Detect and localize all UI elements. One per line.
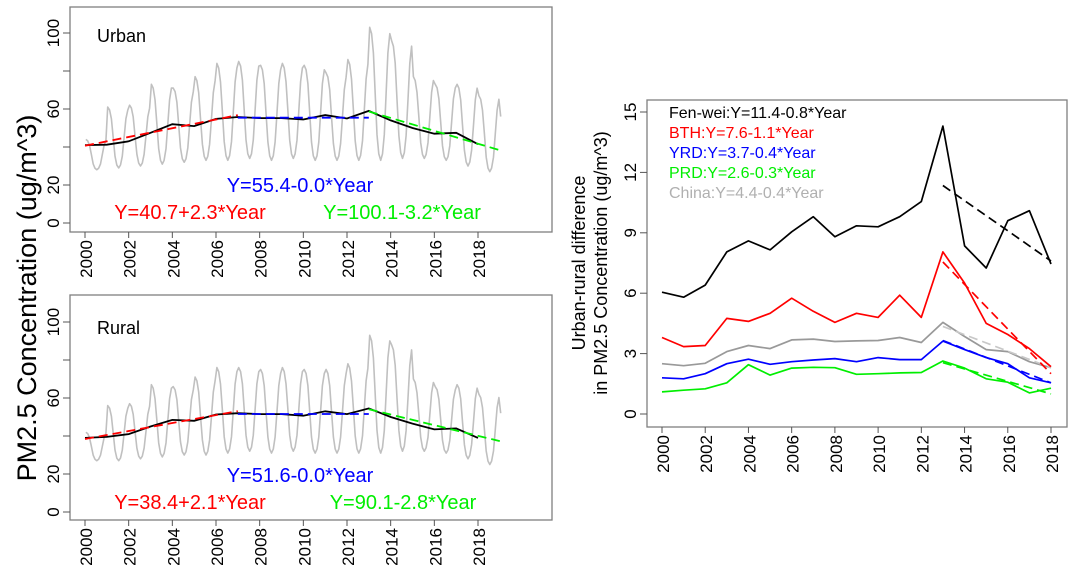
rural-x-axis: 2000 2002 2004 2006 2008 2010 2012 2014 2016 2018: [77, 520, 489, 566]
difference-y-tick-label: 9: [621, 228, 640, 237]
difference-y-tick-label: 0: [621, 409, 640, 418]
urban-trend-label-red: Y=40.7+2.3*Year: [114, 202, 266, 224]
urban-x-tick-label: 2000: [77, 240, 96, 278]
difference-x-tick-label: 2010: [870, 435, 889, 473]
urban-series: [84, 26, 502, 173]
rural-x-tick-label: 2014: [383, 528, 402, 566]
rural-trend-line-green: [368, 408, 501, 442]
trend-line-yrd: [942, 339, 1052, 384]
difference-y-axis: 0 3 6 9 12 15: [621, 103, 647, 419]
urban-x-axis: 2000 2002 2004 2006 2008 2010 2012 2014 2016 2018: [77, 232, 489, 278]
difference-x-tick-label: 2016: [1000, 435, 1019, 473]
urban-y-tick-label: 20: [44, 176, 63, 195]
rural-trend-label-green: Y=90.1-2.8*Year: [330, 492, 477, 514]
rural-panel: 0 20 60 100 2000 2002 2004 2006 2008 2010 2012 201…: [44, 294, 553, 566]
legend-entry-yrd: YRD:Y=3.7-0.4*Year: [669, 145, 816, 162]
rural-y-axis: 0 20 60 100: [44, 308, 70, 517]
rural-y-tick-label: 100: [44, 308, 63, 336]
rural-y-tick-label: 0: [44, 507, 63, 516]
rural-x-tick-label: 2010: [295, 528, 314, 566]
urban-y-tick-label: 0: [44, 218, 63, 227]
difference-y-tick-label: 12: [621, 163, 640, 182]
difference-x-tick-label: 2008: [827, 435, 846, 473]
difference-x-tick-label: 2012: [913, 435, 932, 473]
shared-y-axis-label: PM2.5 Concentration (ug/m^3): [12, 115, 42, 482]
rural-x-tick-label: 2002: [121, 528, 140, 566]
difference-y-tick-label: 15: [621, 103, 640, 122]
rural-x-tick-label: 2004: [164, 528, 183, 566]
urban-monthly-line: [85, 26, 502, 173]
difference-x-tick-label: 2000: [654, 435, 673, 473]
legend-entry-bth: BTH:Y=7.6-1.1*Year: [669, 125, 815, 142]
rural-trend-line-red: [84, 410, 238, 440]
urban-trend-label-green: Y=100.1-3.2*Year: [323, 202, 481, 224]
difference-x-tick-label: 2006: [784, 435, 803, 473]
series-line-china: [661, 321, 1052, 369]
difference-x-tick-label: 2004: [740, 435, 759, 473]
series-line-fen-wei: [661, 125, 1052, 299]
difference-series: [661, 125, 1052, 395]
urban-x-tick-label: 2004: [164, 240, 183, 278]
difference-x-tick-label: 2018: [1043, 435, 1062, 473]
difference-x-axis: 2000 2002 2004 2006 2008 2010 2012 2014 2016 2018: [654, 427, 1062, 473]
rural-x-tick-label: 2008: [252, 528, 271, 566]
difference-y-axis-label-line2: in PM2.5 Concentration (ug/m^3): [591, 131, 611, 395]
urban-plot-frame: [69, 6, 553, 233]
rural-trend-label-red: Y=38.4+2.1*Year: [114, 492, 266, 514]
urban-y-tick-label: 60: [44, 100, 63, 119]
urban-x-tick-label: 2018: [470, 240, 489, 278]
urban-x-tick-label: 2012: [339, 240, 358, 278]
rural-series: [84, 334, 502, 466]
urban-x-tick-label: 2008: [252, 240, 271, 278]
difference-panel: Urban-rural difference in PM2.5 Concentr…: [569, 99, 1068, 473]
urban-panel: 0 20 60 100 2000 2002 2004 2006 2008 2010 2012 201…: [44, 6, 553, 278]
trend-line-prd: [942, 361, 1052, 395]
urban-panel-title: Urban: [97, 26, 146, 46]
urban-x-tick-label: 2016: [426, 240, 445, 278]
urban-x-tick-label: 2014: [383, 240, 402, 278]
urban-x-tick-label: 2006: [208, 240, 227, 278]
rural-x-tick-label: 2006: [208, 528, 227, 566]
difference-legend: Fen-wei:Y=11.4-0.8*Year BTH:Y=7.6-1.1*Ye…: [669, 105, 847, 202]
rural-monthly-line: [85, 334, 502, 466]
legend-entry-fen-wei: Fen-wei:Y=11.4-0.8*Year: [669, 105, 847, 122]
urban-x-tick-label: 2002: [121, 240, 140, 278]
difference-y-axis-label-line1: Urban-rural difference: [569, 176, 589, 351]
difference-plot-frame: [646, 99, 1068, 428]
urban-trend-label-blue: Y=55.4-0.0*Year: [227, 175, 374, 197]
urban-x-tick-label: 2010: [295, 240, 314, 278]
urban-trend-line-red: [84, 114, 238, 147]
series-line-yrd: [661, 340, 1052, 384]
rural-trend-label-blue: Y=51.6-0.0*Year: [227, 465, 374, 487]
series-line-prd: [661, 360, 1052, 394]
rural-x-tick-label: 2016: [426, 528, 445, 566]
difference-x-tick-label: 2002: [697, 435, 716, 473]
rural-y-tick-label: 20: [44, 465, 63, 484]
legend-entry-china: China:Y=4.4-0.4*Year: [669, 185, 824, 202]
trend-line-fen-wei: [942, 184, 1052, 262]
trend-line-china: [942, 325, 1052, 369]
rural-x-tick-label: 2000: [77, 528, 96, 566]
rural-panel-title: Rural: [97, 318, 140, 338]
difference-x-tick-label: 2014: [957, 435, 976, 473]
trend-line-bth: [942, 261, 1052, 375]
rural-plot-frame: [69, 294, 553, 521]
legend-entry-prd: PRD:Y=2.6-0.3*Year: [669, 165, 816, 182]
difference-y-tick-label: 3: [621, 349, 640, 358]
rural-x-tick-label: 2012: [339, 528, 358, 566]
series-line-bth: [661, 251, 1052, 368]
urban-y-tick-label: 100: [44, 19, 63, 47]
urban-y-axis: 0 20 60 100: [44, 19, 70, 228]
urban-trend-line-green: [368, 110, 501, 152]
rural-y-tick-label: 60: [44, 389, 63, 408]
difference-y-tick-label: 6: [621, 288, 640, 297]
rural-x-tick-label: 2018: [470, 528, 489, 566]
